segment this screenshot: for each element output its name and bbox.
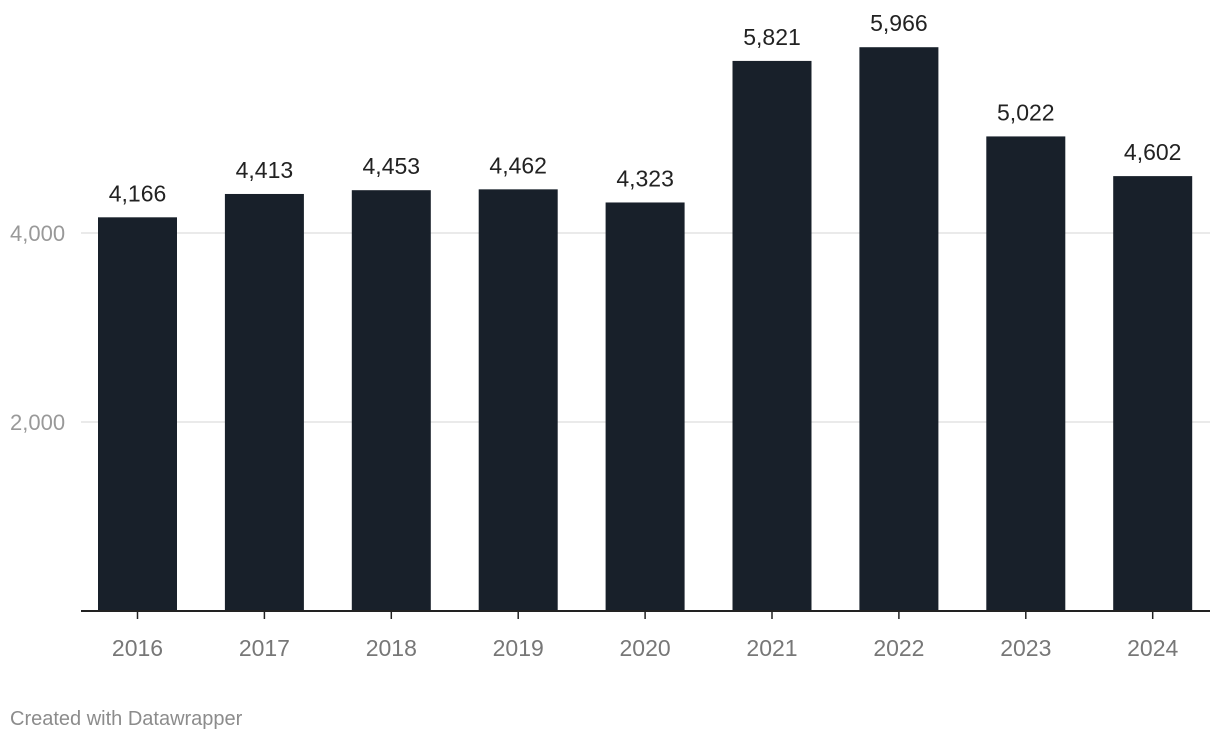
x-tick-label-2018: 2018 [366,635,417,661]
x-tick-label-2017: 2017 [239,635,290,661]
value-label-2020: 4,323 [616,165,674,191]
x-axis-tick-labels: 2016 2017 2018 2019 2020 2021 2022 2023 2024 [112,635,1179,661]
bar-2023 [986,136,1066,611]
bar-2017 [224,193,304,611]
bar-2021 [732,60,812,611]
value-label-2017: 4,413 [236,157,294,183]
bar-2016 [98,217,177,612]
x-tick-label-2023: 2023 [1000,635,1051,661]
x-tick-label-2022: 2022 [873,635,924,661]
value-label-2021: 5,821 [743,24,801,50]
x-axis-ticks [136,611,1154,619]
value-label-2023: 5,022 [997,99,1055,125]
bars [98,47,1193,612]
value-label-2024: 4,602 [1124,139,1182,165]
x-tick-label-2019: 2019 [493,635,544,661]
y-tick-label: 4,000 [10,221,65,246]
bar-2022 [859,47,939,611]
y-tick-label: 2,000 [10,410,65,435]
bar-2018 [351,190,431,611]
value-label-2018: 4,453 [363,153,421,179]
x-tick-label-2021: 2021 [746,635,797,661]
credit-text: Created with Datawrapper [10,708,243,730]
x-tick-label-2024: 2024 [1127,635,1178,661]
value-label-2022: 5,966 [870,10,928,36]
bar-2019 [478,189,558,611]
bar-2020 [605,202,685,611]
y-axis-tick-labels: 2,000 4,000 [10,221,65,435]
x-tick-label-2020: 2020 [620,635,671,661]
x-tick-label-2016: 2016 [112,635,163,661]
value-label-2016: 4,166 [109,180,167,206]
value-labels: 4,166 4,413 4,453 4,462 4,323 5,821 5,966 5,022… [109,10,1182,206]
value-label-2019: 4,462 [489,152,547,178]
bar-2024 [1113,176,1193,611]
bar-chart: 2,000 4,000 4,166 4,413 4,453 4,462 4,323 5,82… [10,10,1210,661]
